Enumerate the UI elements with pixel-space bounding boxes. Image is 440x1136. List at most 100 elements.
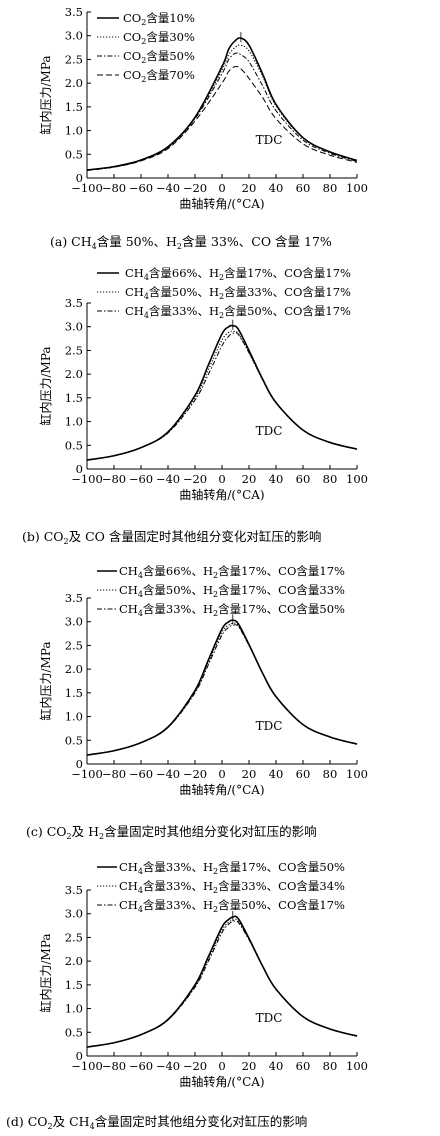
y-tick-label: 0 (76, 757, 83, 771)
y-tick-label: 1.5 (65, 686, 83, 700)
x-tick-label: −100 (71, 181, 103, 195)
legend-label-1: CH4含量33%、H2含量17%、CO含量50% (119, 860, 345, 876)
tdc-annotation: TDC (256, 133, 283, 147)
x-tick-label: 80 (323, 1059, 338, 1073)
legend-label-1: CH4含量66%、H2含量17%、CO含量17% (125, 266, 351, 282)
y-tick-label: 0.5 (65, 147, 83, 161)
tdc-annotation: TDC (256, 424, 283, 438)
series-line-1 (86, 619, 358, 756)
x-tick-label: −20 (183, 767, 207, 781)
tdc-annotation: TDC (256, 719, 283, 733)
y-tick-label: 2.5 (65, 343, 83, 357)
x-tick-label: −60 (129, 181, 153, 195)
series-line-2 (86, 918, 358, 1048)
series-line-4 (86, 65, 358, 171)
series-line-2 (86, 44, 358, 171)
y-tick-label: 3.0 (65, 615, 83, 629)
x-tick-label: 20 (242, 1059, 257, 1073)
figure-caption: (b) CO2及 CO 含量固定时其他组分变化对缸压的影响 (22, 529, 321, 546)
x-tick-label: 60 (296, 181, 311, 195)
x-tick-label: 100 (346, 1059, 368, 1073)
x-tick-label: 80 (323, 472, 338, 486)
x-tick-label: 20 (242, 472, 257, 486)
x-axis-label: 曲轴转角/(°CA) (179, 1074, 264, 1089)
y-tick-label: 0.5 (65, 1025, 83, 1039)
x-tick-label: 20 (242, 767, 257, 781)
x-tick-label: −80 (102, 767, 126, 781)
x-tick-label: −80 (102, 1059, 126, 1073)
y-tick-label: 1.0 (65, 710, 83, 724)
series-line-1 (86, 915, 358, 1048)
x-axis-label: 曲轴转角/(°CA) (179, 487, 264, 502)
y-axis-label: 缸内压力/MPa (38, 641, 53, 720)
legend-label-1: CH4含量66%、H2含量17%、CO含量17% (119, 564, 345, 580)
y-tick-label: 3.0 (65, 320, 83, 334)
x-tick-label: −100 (71, 472, 103, 486)
y-tick-label: 0 (76, 171, 83, 185)
y-tick-label: 0.5 (65, 733, 83, 747)
x-tick-label: 100 (346, 472, 368, 486)
y-tick-label: 1.5 (65, 391, 83, 405)
figure-caption: (c) CO2及 H2含量固定时其他组分变化对缸压的影响 (26, 824, 317, 841)
legend-label-2: CH4含量50%、H2含量33%、CO含量17% (125, 285, 351, 301)
legend-label-1: CO2含量10% (123, 11, 195, 27)
y-tick-label: 2.0 (65, 662, 83, 676)
x-tick-label: −40 (156, 1059, 180, 1073)
x-tick-label: 40 (269, 1059, 284, 1073)
y-tick-label: 3.0 (65, 907, 83, 921)
y-tick-label: 1.0 (65, 415, 83, 429)
legend-label-3: CH4含量33%、H2含量50%、CO含量17% (119, 898, 345, 914)
x-tick-label: −100 (71, 767, 103, 781)
y-tick-label: 3.5 (65, 883, 83, 897)
x-tick-label: 40 (269, 767, 284, 781)
legend-label-3: CH4含量33%、H2含量50%、CO含量17% (125, 304, 351, 320)
y-tick-label: 2.0 (65, 76, 83, 90)
y-tick-label: 0 (76, 1049, 83, 1063)
y-tick-label: 1.5 (65, 100, 83, 114)
x-axis-label: 曲轴转角/(°CA) (179, 782, 264, 797)
chart-panel-3: −100 −80 −60 −40 −20 0 20 40 60 80 100 0 0.5 1.0 1.5 2.… (26, 564, 368, 841)
x-tick-label: 60 (296, 472, 311, 486)
x-axis-label: 曲轴转角/(°CA) (179, 196, 264, 211)
y-tick-label: 3.5 (65, 296, 83, 310)
y-tick-label: 2.0 (65, 367, 83, 381)
x-tick-label: −60 (129, 767, 153, 781)
x-tick-label: 80 (323, 767, 338, 781)
series-line-2 (86, 622, 358, 756)
y-tick-label: 1.0 (65, 1002, 83, 1016)
y-tick-label: 3.5 (65, 5, 83, 19)
y-axis-label: 缸内压力/MPa (38, 55, 53, 134)
legend-label-3: CO2含量50% (123, 49, 195, 65)
x-tick-label: −40 (156, 767, 180, 781)
y-tick-label: 3.0 (65, 29, 83, 43)
x-tick-label: −100 (71, 1059, 103, 1073)
series-line-3 (86, 624, 358, 756)
series-line-2 (86, 330, 358, 461)
legend-label-2: CO2含量30% (123, 30, 195, 46)
series-line-3 (86, 920, 358, 1048)
chart-panel-4: −100 −80 −60 −40 −20 0 20 40 60 80 100 0 0.5 1.0 1.5 2.… (6, 860, 368, 1131)
x-tick-label: 100 (346, 181, 368, 195)
chart-panel-2: −100 −80 −60 −40 −20 0 20 40 60 80 100 0 0.5 1.0 1.5 2.… (22, 266, 368, 546)
series-line-3 (86, 331, 358, 461)
y-tick-label: 2.5 (65, 638, 83, 652)
figure-caption: (d) CO2及 CH4含量固定时其他组分变化对缸压的影响 (6, 1114, 307, 1131)
y-tick-label: 0 (76, 462, 83, 476)
x-tick-label: 40 (269, 472, 284, 486)
x-tick-label: 0 (218, 181, 225, 195)
x-tick-label: −60 (129, 1059, 153, 1073)
figure-caption: (a) CH4含量 50%、H2含量 33%、CO 含量 17% (50, 234, 332, 251)
y-tick-label: 3.5 (65, 591, 83, 605)
y-axis-label: 缸内压力/MPa (38, 933, 53, 1012)
y-tick-label: 2.0 (65, 954, 83, 968)
x-tick-label: 60 (296, 767, 311, 781)
legend-label-2: CH4含量33%、H2含量33%、CO含量34% (119, 879, 345, 895)
x-tick-label: 0 (218, 472, 225, 486)
x-tick-label: −20 (183, 1059, 207, 1073)
chart-panel-1: −100 −80 −60 −40 −20 0 20 40 60 80 100 0 0.5 1.0 1.5 2.… (38, 5, 368, 251)
x-tick-label: −40 (156, 181, 180, 195)
x-tick-label: −80 (102, 181, 126, 195)
x-tick-label: −60 (129, 472, 153, 486)
x-tick-label: 100 (346, 767, 368, 781)
